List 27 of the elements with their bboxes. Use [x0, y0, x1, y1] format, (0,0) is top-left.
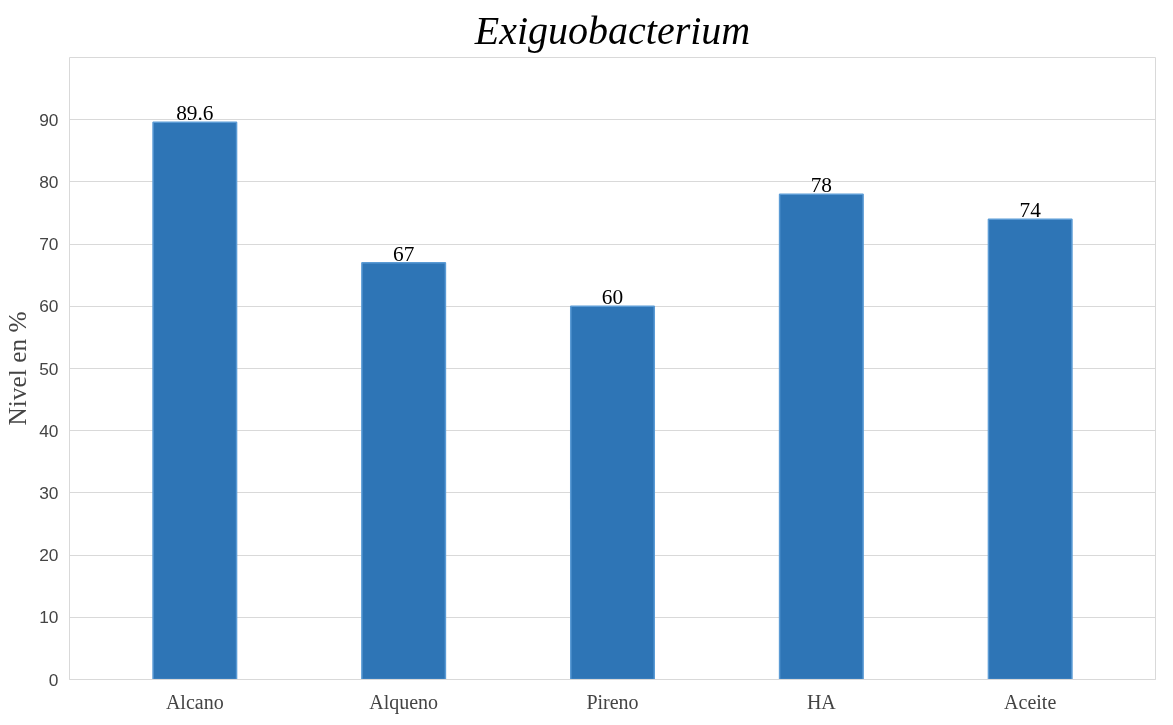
y-tick-label: 0 [48, 669, 59, 690]
data-label: 60 [601, 285, 624, 310]
y-tick-label: 20 [39, 545, 59, 566]
y-tick-label: 40 [39, 420, 59, 441]
x-tick-label: Pireno [586, 690, 639, 713]
chart-title: Exiguobacterium [473, 7, 751, 53]
data-label: 67 [392, 241, 415, 266]
y-tick-label: 10 [39, 607, 59, 628]
y-tick-label: 30 [39, 482, 59, 503]
y-tick-label: 90 [39, 109, 59, 130]
data-label: 89.6 [176, 101, 214, 126]
x-tick-label: HA [806, 690, 837, 713]
y-tick-label: 50 [39, 358, 59, 379]
y-tick-label: 60 [39, 296, 59, 317]
bar [569, 305, 656, 680]
x-tick-label: Aceite [1004, 690, 1057, 713]
data-label: 74 [1019, 198, 1042, 223]
bar [987, 218, 1073, 680]
y-tick-label: 70 [39, 234, 59, 255]
bar [778, 193, 864, 680]
bar [152, 121, 238, 680]
x-tick-label: Alqueno [369, 690, 439, 714]
bar [361, 262, 447, 680]
x-tick-label: Alcano [165, 690, 224, 713]
data-label: 78 [810, 173, 833, 198]
y-axis-title: Nivel en % [3, 311, 32, 426]
y-tick-label: 80 [39, 171, 59, 192]
